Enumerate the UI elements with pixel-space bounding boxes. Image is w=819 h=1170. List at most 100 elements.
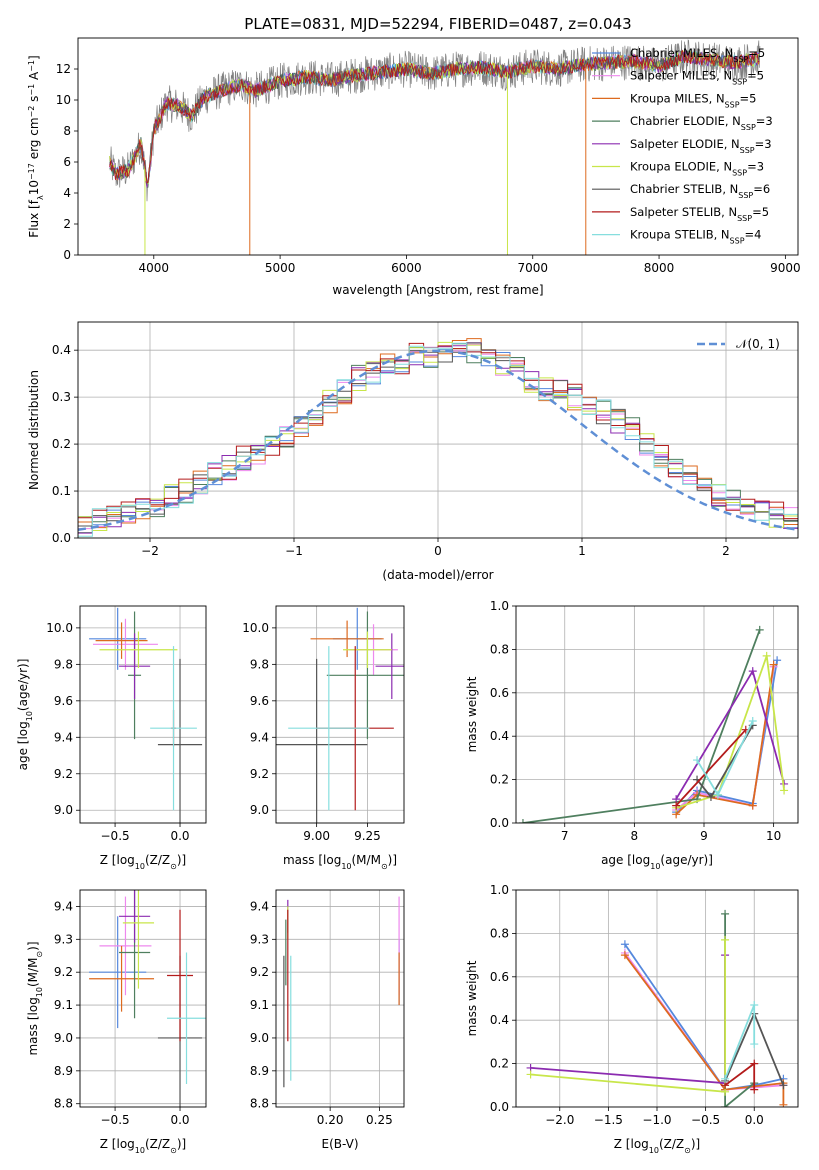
plot-area [109,39,761,255]
label-part: ⊙ [381,862,388,871]
x-axis-label: Z [log10(Z/Z⊙)] [100,853,186,871]
y-tick-label: 10 [56,93,71,107]
legend-label: Salpeter MILES, NSSP=5 [630,69,764,87]
label-part: 10 [25,711,34,721]
y-tick-label: 0.6 [490,970,509,984]
label-part: =5 [748,46,765,60]
label-part: SSP [738,191,753,200]
legend-label: Kroupa MILES, NSSP=5 [630,91,756,109]
label-part: mass [log [26,997,40,1055]
label-part: 10 [135,862,145,871]
y-tick-label: 10.0 [242,621,269,635]
weight-marker [748,667,757,676]
label-part: −2 [27,106,36,118]
y-tick-label: 0.4 [490,1013,509,1027]
y-tick-label: 9.8 [250,657,269,671]
label-part: Z [log [100,853,135,867]
y-tick-label: 9.4 [54,899,73,913]
weight-marker [721,1103,730,1107]
y-tick-label: 9.0 [250,1031,269,1045]
x-tick-label: 0.25 [366,1113,393,1127]
weight-line [675,729,747,807]
x-tick-label: 6000 [391,261,422,275]
y-axis-label: mass weight [465,676,479,752]
label-part: )] [388,853,397,867]
label-part: −1 [27,84,36,96]
weight-marker [750,1040,759,1049]
y-tick-label: 9.1 [54,998,73,1012]
axes-frame [515,605,799,824]
y-tick-label: 9.2 [250,965,269,979]
y-tick-label: 0.4 [490,729,509,743]
y-tick-label: 8.9 [54,1064,73,1078]
label-part: Salpeter MILES, N [630,69,732,83]
y-tick-label: 0.8 [490,926,509,940]
y-tick-label: 0.4 [52,343,71,357]
weight-marker [620,940,629,949]
label-part: erg cm [27,117,41,163]
plot-area [516,606,798,823]
x-tick-label: −0.5 [691,1113,720,1127]
weight-marker [773,656,782,665]
weight-marker [762,651,771,660]
weight-marker [769,660,778,669]
panel-residuals: −2 −1 0 1 2 0.0 0.1 0.2 0.3 0.4 𝒩(0, 1) (data-model… [27,321,799,582]
y-tick-label: 9.2 [250,767,269,781]
weight-marker [748,717,757,726]
weight-line [624,943,784,1091]
figure-title: PLATE=0831, MJD=52294, FIBERID=0487, z=0… [244,15,631,33]
panel-age_vs_mass: 9.00 9.25 9.0 9.2 9.4 9.6 9.8 10.0 mass [log10(M… [242,605,405,871]
x-axis-label: (data-model)/error [382,568,493,582]
label-part: SSP [733,55,748,64]
x-tick-label: 8000 [644,261,675,275]
label-part: Chabrier MILES, N [630,46,733,60]
label-part: SSP [737,213,752,222]
label-part: ⊙ [170,862,177,871]
label-part: (M/M [352,853,381,867]
y-tick-label: 9.0 [250,803,269,817]
weight-marker [518,819,527,823]
y-tick-label: 0.8 [490,642,509,656]
x-tick-label: −1.5 [594,1113,623,1127]
label-part: age [log [601,853,650,867]
label-part: wavelength [Angstrom, rest frame] [332,283,543,297]
label-part: ⊙ [684,1146,691,1155]
weight-marker [779,1081,788,1090]
legend-label-normal: 𝒩(0, 1) [736,337,780,351]
x-tick-label: −2 [141,544,159,558]
weight-marker [748,801,757,810]
x-tick-label: 0 [434,544,442,558]
label-part: (Z/Z [145,1137,170,1151]
weight-line [522,629,761,823]
label-part: 10 [27,180,41,195]
y-tick-label: 0.2 [52,437,71,451]
x-tick-label: 7 [561,829,569,843]
x-axis-label: mass [log10(M/M⊙)] [283,853,397,871]
x-tick-label: 2 [722,544,730,558]
x-tick-label: −1 [285,544,303,558]
label-part: −1 [27,60,36,72]
y-tick-label: 8.8 [54,1097,73,1111]
y-tick-label: 6 [63,155,71,169]
axes-frame [79,889,207,1108]
label-part: )] [177,1137,186,1151]
label-part: =3 [755,137,772,151]
label-part: SSP [732,168,747,177]
y-tick-label: 0.2 [490,1057,509,1071]
weight-marker [693,756,702,765]
x-tick-label: 0.20 [317,1113,344,1127]
y-tick-label: 8 [63,124,71,138]
x-axis-label: wavelength [Angstrom, rest frame] [332,283,543,297]
label-part: A [27,71,41,84]
y-tick-label: 0.1 [52,484,71,498]
panel-age_vs_Z: −0.5 0.09.09.29.49.69.810.0Z [log10(Z/Z⊙)… [16,605,207,871]
plot-area [276,606,404,823]
y-tick-label: 0.6 [490,686,509,700]
label-part: mass [log [283,853,341,867]
y-tick-label: 9.4 [250,899,269,913]
y-tick-label: 9.2 [54,965,73,979]
label-part: =4 [745,228,762,242]
label-part: )] [691,1137,700,1151]
label-part: 10 [649,1146,659,1155]
